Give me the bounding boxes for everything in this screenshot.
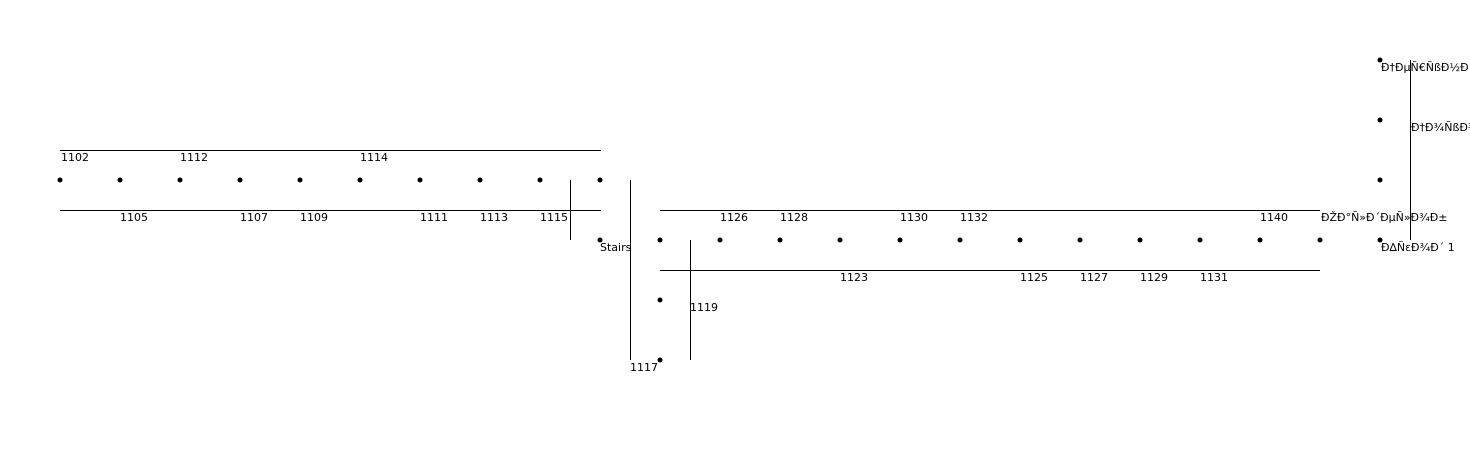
garbled-label-right-2: Ð∆ÑεÐ¾Ð´ 1 (1381, 241, 1455, 254)
room-label-1130: 1130 (900, 211, 928, 224)
garbled-label-mid: Ð†Ð¾ÑßÐ¾ (1411, 121, 1470, 134)
room-label-1114: 1114 (360, 151, 388, 164)
node-dot (957, 237, 963, 243)
room-label-1115: 1115 (540, 211, 568, 224)
room-label-1112: 1112 (180, 151, 208, 164)
node-dot (897, 237, 903, 243)
room-label-1107: 1107 (240, 211, 268, 224)
node-dot (297, 177, 303, 183)
room-label-1113: 1113 (480, 211, 508, 224)
node-dot (1257, 237, 1263, 243)
node-dot (1377, 177, 1383, 183)
node-dot (837, 237, 843, 243)
room-label-1127: 1127 (1080, 271, 1108, 284)
room-label-1132: 1132 (960, 211, 988, 224)
node-dot (1377, 117, 1383, 123)
room-label-1102: 1102 (61, 151, 89, 164)
node-dot (1077, 237, 1083, 243)
room-label-1119: 1119 (690, 301, 718, 314)
node-dot (357, 177, 363, 183)
room-label-1111: 1111 (420, 211, 448, 224)
node-dot (1017, 237, 1023, 243)
node-dot (777, 237, 783, 243)
node-dot (237, 177, 243, 183)
room-label-1117: 1117 (630, 361, 658, 374)
node-dot (177, 177, 183, 183)
node-dot (657, 297, 663, 303)
room-label-1125: 1125 (1020, 271, 1048, 284)
node-dot (1137, 237, 1143, 243)
node-dot (717, 237, 723, 243)
room-labels: 1102 1112 1114 1105 1107 1109 1111 1113 … (61, 61, 1470, 374)
room-label-1109: 1109 (300, 211, 328, 224)
room-label-1131: 1131 (1200, 271, 1228, 284)
node-dot (597, 237, 603, 243)
node-dot (1377, 237, 1383, 243)
room-label-1128: 1128 (780, 211, 808, 224)
node-dot (57, 177, 63, 183)
room-label-1126: 1126 (720, 211, 748, 224)
node-dot (477, 177, 483, 183)
node-dot (117, 177, 123, 183)
node-dots (57, 57, 1383, 363)
room-label-1123: 1123 (840, 271, 868, 284)
node-dot (1317, 237, 1323, 243)
node-dot (657, 357, 663, 363)
stairs-label: Stairs (600, 241, 632, 254)
node-dot (1197, 237, 1203, 243)
garbled-label-right-1: ÐŽÐ°Ñ»Ð´ÐµÑ»Ð¾Ð± (1321, 211, 1447, 224)
room-label-1105: 1105 (120, 211, 148, 224)
garbled-label-top: Ð†ÐµÑ€ÑßÐ½Ð¸Ñ (1381, 61, 1470, 74)
node-dot (597, 177, 603, 183)
room-label-1140: 1140 (1260, 211, 1288, 224)
room-label-1129: 1129 (1140, 271, 1168, 284)
node-dot (657, 237, 663, 243)
node-dot (537, 177, 543, 183)
wall-lines (60, 60, 1411, 360)
node-dot (1377, 57, 1383, 63)
node-dot (417, 177, 423, 183)
